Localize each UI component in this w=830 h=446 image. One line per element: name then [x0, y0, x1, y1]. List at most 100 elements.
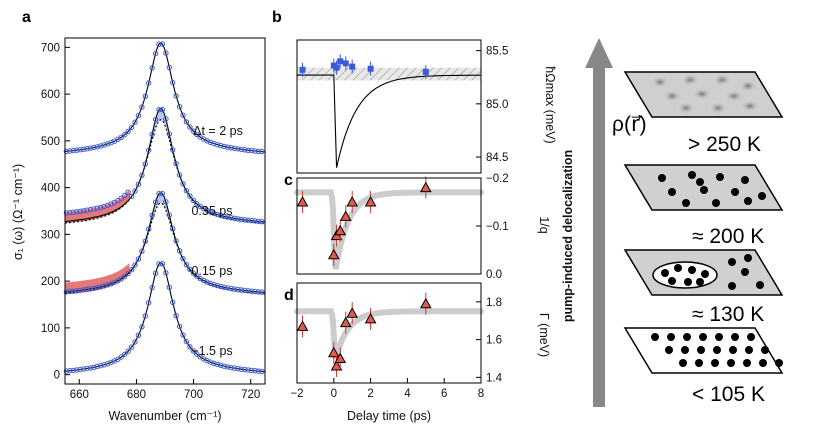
panel-a-data-point [132, 339, 138, 345]
localized-charge [684, 278, 692, 286]
panel-a-data-point [231, 365, 238, 371]
localized-charge [688, 266, 696, 274]
panel-a-data-point [101, 142, 107, 148]
panel-a-data-point [259, 368, 265, 375]
localized-charge [700, 186, 708, 194]
panel-a-data-point [98, 363, 104, 369]
panel-data-triangle [339, 210, 352, 221]
panel-a-data-point [91, 285, 97, 291]
panel-b-data-point [342, 60, 349, 67]
panel-a-data-point [166, 284, 173, 290]
panel-a-data-point [166, 131, 173, 137]
localized-charge [701, 270, 709, 278]
panel-a-data-point [77, 208, 83, 215]
arrow-label: pump-induced delocalization [561, 150, 575, 322]
ordered-charge [711, 359, 719, 367]
panel-a-data-point [132, 262, 138, 268]
panel-a-data-point [187, 193, 193, 199]
panel-d-y-label: Γ (meV) [537, 313, 551, 357]
panel-label-c: c [284, 172, 293, 189]
panel-a-y-tick-label: 200 [41, 276, 60, 288]
panel-a-data-point [132, 119, 138, 125]
panel-b-y-tick-label: 85.0 [486, 99, 508, 111]
panel-a-data-point [170, 79, 176, 86]
panel-a-data-point [190, 128, 197, 134]
panel-a-data-point [80, 146, 87, 153]
localized-charge [741, 176, 749, 184]
panel-b-data-point [337, 58, 344, 65]
panel-a-data-point [166, 212, 173, 218]
panel-a-data-point [221, 363, 227, 369]
panel-a-data-point [80, 287, 87, 293]
panel-a-series-label: 0.35 ps [191, 204, 232, 218]
localized-charge [744, 254, 752, 262]
panel-a-data-point [194, 131, 200, 138]
panel-a-data-point [218, 362, 224, 368]
panel-a-data-point [228, 215, 234, 221]
panel-data-triangle [334, 224, 347, 236]
panel-d-x-tick-label: 6 [441, 388, 447, 400]
panel-data-triangle [327, 346, 340, 358]
ordered-charge [775, 359, 783, 367]
delocalized-charge [681, 74, 699, 86]
panel-a-data-point [242, 147, 248, 153]
panel-a-data-point [190, 270, 197, 276]
panel-a-data-point [255, 289, 262, 295]
panel-b-model-curve [297, 74, 481, 168]
panel-y-tick-label: 0.0 [486, 269, 502, 281]
panel-a-data-point [176, 104, 183, 110]
panel-a-data-point [142, 93, 149, 100]
panel-a-data-point [84, 286, 90, 293]
panel-a-data-point [245, 217, 251, 223]
panel-y-tick-label: −0.2 [486, 173, 509, 185]
panel-a-data-point [67, 148, 73, 154]
panel-a-data-point [87, 286, 94, 292]
delocalized-charge [677, 102, 695, 114]
panel-c-fano: −0.2 −0.1 0.0 1/q [294, 173, 551, 281]
panel-a-data-point [139, 248, 145, 254]
panel-d-x-tick-label: −2 [290, 388, 303, 400]
localized-charge [756, 281, 764, 289]
panel-a-x-tick-label: 700 [184, 389, 203, 401]
panel-a-fit-line [64, 107, 266, 223]
localized-charge [661, 269, 669, 277]
delocalized-charge [663, 90, 681, 102]
panel-a-data-point [252, 218, 258, 224]
panel-a-data-point [211, 360, 217, 366]
panel-a-data-point [135, 256, 142, 262]
panel-a-data-point [128, 124, 135, 131]
panel-d-x-label: Delay time (ps) [347, 409, 431, 423]
panel-a-y-tick-label: 300 [41, 229, 60, 241]
panel-a-data-point [87, 365, 94, 371]
panel-a-data-point [180, 181, 186, 187]
panel-y-tick-label: 1.6 [486, 335, 502, 347]
panel-a-data-point [122, 273, 128, 280]
panel-a-frame [64, 37, 266, 385]
localized-charge [712, 199, 720, 207]
panel-a-data-point [94, 205, 101, 211]
rho-label: ρ(r⃗) [612, 113, 647, 136]
panel-a-data-point [74, 209, 80, 215]
panel-data-triangle [346, 195, 359, 207]
panel-a-data-point [194, 351, 200, 357]
panel-a-negative-fill [65, 263, 130, 294]
panel-a-data-point [242, 217, 248, 223]
panel-a-data-point [163, 50, 169, 56]
panel-a-data-point [211, 281, 217, 288]
panel-a-data-point [101, 362, 107, 368]
panel-a-data-point [235, 366, 241, 372]
panel-a-data-point [221, 213, 227, 220]
delocalized-charge [739, 80, 757, 92]
delocalized-charge [741, 100, 759, 112]
panel-a-data-point [183, 188, 190, 194]
panel-a-data-point [214, 142, 221, 148]
localized-charge [688, 171, 696, 179]
ordered-charge [681, 346, 689, 354]
panel-d-x-tick-label: 4 [404, 388, 411, 400]
panel-a-data-point [156, 107, 162, 113]
panel-a-data-point [146, 147, 152, 153]
panel-a-data-point [259, 289, 265, 295]
panel-a-data-point [67, 368, 73, 374]
panel-a-data-point [221, 143, 227, 150]
temp-label-1: > 250 K [688, 133, 761, 156]
